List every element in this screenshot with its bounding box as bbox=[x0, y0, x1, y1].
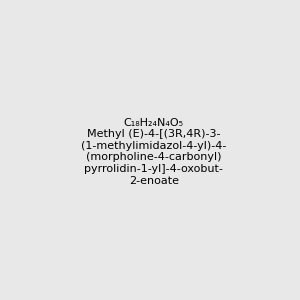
Text: C₁₈H₂₄N₄O₅
Methyl (E)-4-[(3R,4R)-3-
(1-methylimidazol-4-yl)-4-
(morpholine-4-car: C₁₈H₂₄N₄O₅ Methyl (E)-4-[(3R,4R)-3- (1-m… bbox=[81, 118, 226, 185]
